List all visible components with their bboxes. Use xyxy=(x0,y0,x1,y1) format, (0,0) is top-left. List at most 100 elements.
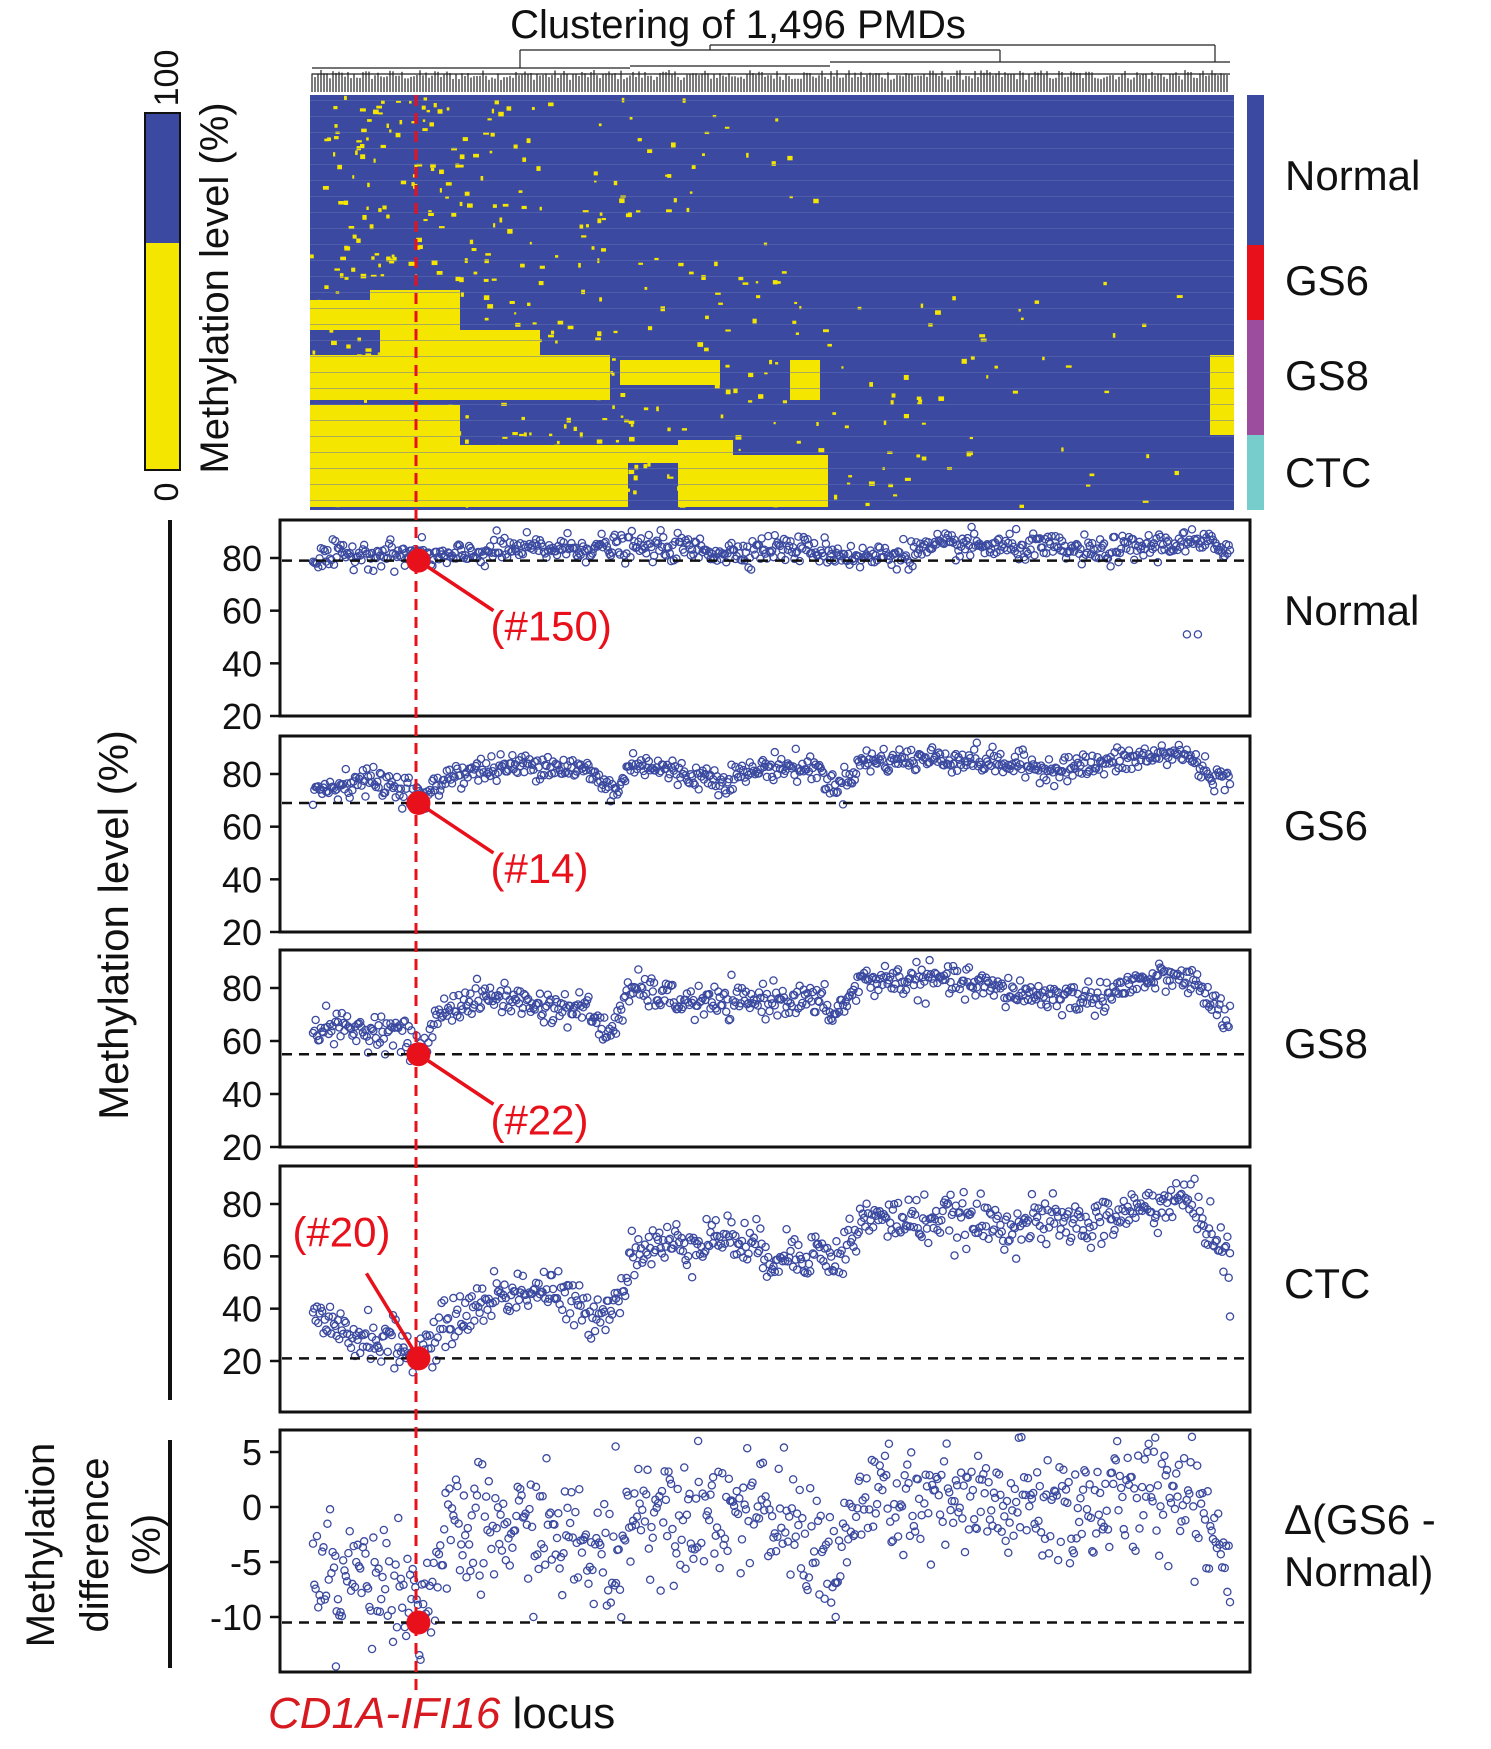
data-point xyxy=(1174,1460,1184,1470)
data-point xyxy=(967,1467,976,1477)
data-point xyxy=(799,1571,808,1580)
data-point xyxy=(552,1533,562,1543)
data-point xyxy=(466,1321,475,1331)
data-point xyxy=(631,1520,640,1530)
heatmap-speckle xyxy=(738,448,741,452)
heatmap-speckle xyxy=(366,206,369,210)
heatmap-speckle xyxy=(356,375,362,380)
data-point xyxy=(643,996,652,1006)
data-point xyxy=(847,991,857,1000)
data-point xyxy=(464,1540,474,1549)
heatmap-speckle xyxy=(627,488,630,492)
data-point xyxy=(1099,1231,1109,1241)
heatmap-speckle xyxy=(669,476,674,479)
data-point xyxy=(554,761,563,770)
data-point xyxy=(945,1226,954,1235)
data-point xyxy=(866,767,875,776)
data-point xyxy=(1190,980,1199,990)
heatmap-speckle xyxy=(893,494,898,497)
heatmap-speckle xyxy=(917,402,922,405)
data-point xyxy=(638,983,647,993)
heatmap-speckle xyxy=(493,223,496,228)
data-point xyxy=(500,533,509,543)
heatmap-speckle xyxy=(421,469,427,475)
data-point xyxy=(967,522,976,532)
data-point xyxy=(664,1235,673,1245)
data-point xyxy=(1046,1531,1055,1541)
heatmap-speckle xyxy=(325,393,332,396)
heatmap-speckle xyxy=(520,263,525,268)
heatmap-speckle xyxy=(422,119,426,122)
heatmap-speckle xyxy=(453,496,457,499)
data-point xyxy=(619,1534,629,1544)
data-point xyxy=(404,1021,414,1031)
data-point xyxy=(460,1531,470,1540)
heatmap-speckle xyxy=(643,407,649,411)
data-point xyxy=(313,1318,323,1328)
data-point xyxy=(655,1228,664,1238)
data-point xyxy=(662,1222,672,1232)
data-point xyxy=(459,1491,469,1500)
data-point xyxy=(387,1605,396,1615)
data-point xyxy=(1171,971,1181,980)
data-point xyxy=(320,779,330,789)
data-point xyxy=(906,1448,916,1457)
heatmap-speckle xyxy=(1019,504,1024,509)
heatmap-speckle xyxy=(433,103,437,108)
heatmap-speckle xyxy=(613,330,618,334)
data-point xyxy=(558,1305,567,1315)
data-point xyxy=(403,778,412,787)
data-point xyxy=(660,996,669,1005)
data-point xyxy=(1011,1497,1021,1507)
data-point xyxy=(779,1251,789,1261)
data-point xyxy=(803,1585,812,1595)
heatmap-speckle xyxy=(327,471,332,475)
data-point xyxy=(605,1315,614,1324)
heatmap-speckle xyxy=(483,278,489,282)
data-point xyxy=(329,1563,339,1572)
heatmap-speckle xyxy=(323,431,327,437)
data-point xyxy=(1195,543,1205,552)
heatmap-speckle xyxy=(601,217,606,221)
data-point xyxy=(968,983,978,992)
data-point xyxy=(711,781,720,791)
data-point xyxy=(1116,978,1126,988)
data-point xyxy=(817,766,827,776)
heatmap-speckle xyxy=(578,262,581,268)
heatmap-row-line xyxy=(310,180,1234,181)
data-point xyxy=(1170,1504,1180,1514)
data-point xyxy=(983,1527,992,1536)
data-point xyxy=(627,526,637,536)
data-point xyxy=(1042,775,1051,785)
locus-label-gene: CD1A-IFI16 xyxy=(268,1689,501,1738)
data-point xyxy=(1081,1468,1090,1477)
data-point xyxy=(997,1227,1006,1236)
y-tick-label: 20 xyxy=(222,696,262,737)
data-point xyxy=(500,1280,509,1289)
data-point xyxy=(374,1021,383,1030)
data-point xyxy=(1118,763,1127,773)
data-point xyxy=(355,1017,365,1027)
heatmap-speckle xyxy=(539,265,545,269)
heatmap-speckle xyxy=(529,241,532,245)
heatmap-speckle xyxy=(378,208,382,213)
data-point xyxy=(336,1607,345,1617)
data-point xyxy=(912,764,921,774)
data-point xyxy=(947,768,957,777)
data-point xyxy=(741,987,751,996)
data-point xyxy=(349,565,358,575)
data-point xyxy=(430,1616,440,1625)
data-point xyxy=(1002,994,1012,1003)
heatmap-speckle xyxy=(634,464,639,470)
data-point xyxy=(1086,1513,1096,1523)
data-point xyxy=(732,1486,741,1496)
data-point xyxy=(899,1213,908,1223)
data-point xyxy=(539,1267,549,1277)
heatmap-speckle xyxy=(920,303,924,308)
data-point xyxy=(721,1007,731,1016)
data-point xyxy=(1153,1228,1163,1238)
heatmap-speckle xyxy=(725,329,731,332)
data-point xyxy=(1088,1232,1097,1241)
data-point xyxy=(472,759,482,768)
data-point xyxy=(711,1215,720,1225)
